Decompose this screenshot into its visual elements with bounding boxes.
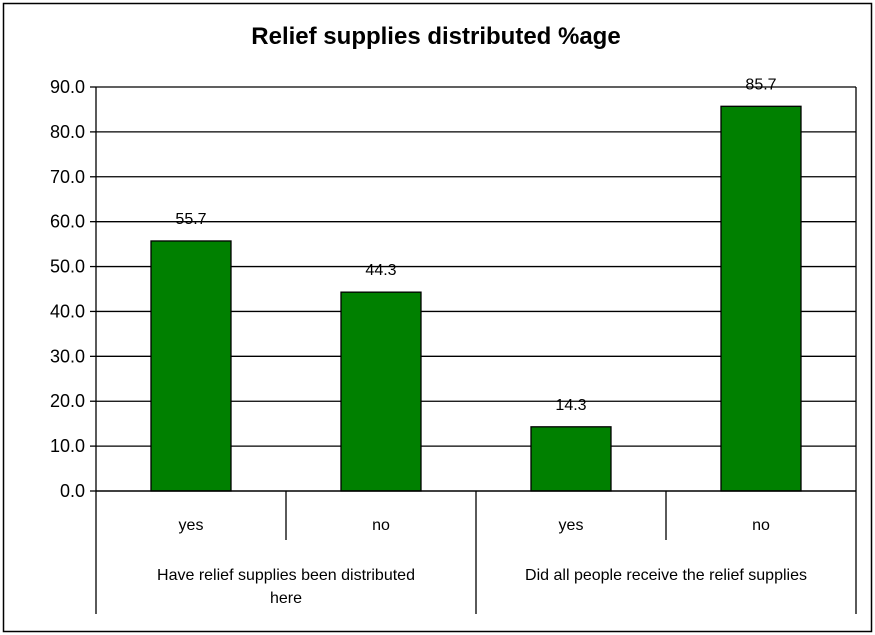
category-label: yes [559, 517, 584, 534]
y-tick-label: 80.0 [50, 122, 85, 142]
data-labels: 55.7 44.3 14.3 85.7 [175, 76, 776, 414]
y-tick-label: 20.0 [50, 391, 85, 411]
y-tick-label: 30.0 [50, 346, 85, 366]
data-label: 44.3 [365, 262, 396, 279]
chart-title: Relief supplies distributed %age [251, 23, 620, 50]
group-label: Did all people receive the relief suppli… [525, 567, 807, 584]
category-label: no [372, 517, 390, 534]
category-label: no [752, 517, 770, 534]
bar [340, 291, 422, 492]
x-axis: yes no yes no Have relief supplies been dist… [95, 490, 857, 614]
group-label: Have relief supplies been distributed [157, 567, 415, 584]
bar [150, 240, 232, 492]
group-label: here [270, 590, 302, 607]
data-label: 14.3 [555, 397, 586, 414]
bar [720, 105, 802, 492]
y-tick-label: 50.0 [50, 257, 85, 277]
data-label: 85.7 [745, 76, 776, 93]
category-label: yes [179, 517, 204, 534]
bars [150, 105, 802, 492]
y-tick-label: 70.0 [50, 167, 85, 187]
y-tick-label: 40.0 [50, 301, 85, 321]
y-axis: 0.0 10.0 20.0 30.0 40.0 50.0 60.0 70.0 80.0 90.0 [50, 77, 857, 501]
y-tick-label: 0.0 [60, 481, 85, 501]
y-tick-label: 60.0 [50, 212, 85, 232]
y-tick-label: 10.0 [50, 436, 85, 456]
bar [530, 426, 612, 492]
y-tick-label: 90.0 [50, 77, 85, 97]
data-label: 55.7 [175, 211, 206, 228]
